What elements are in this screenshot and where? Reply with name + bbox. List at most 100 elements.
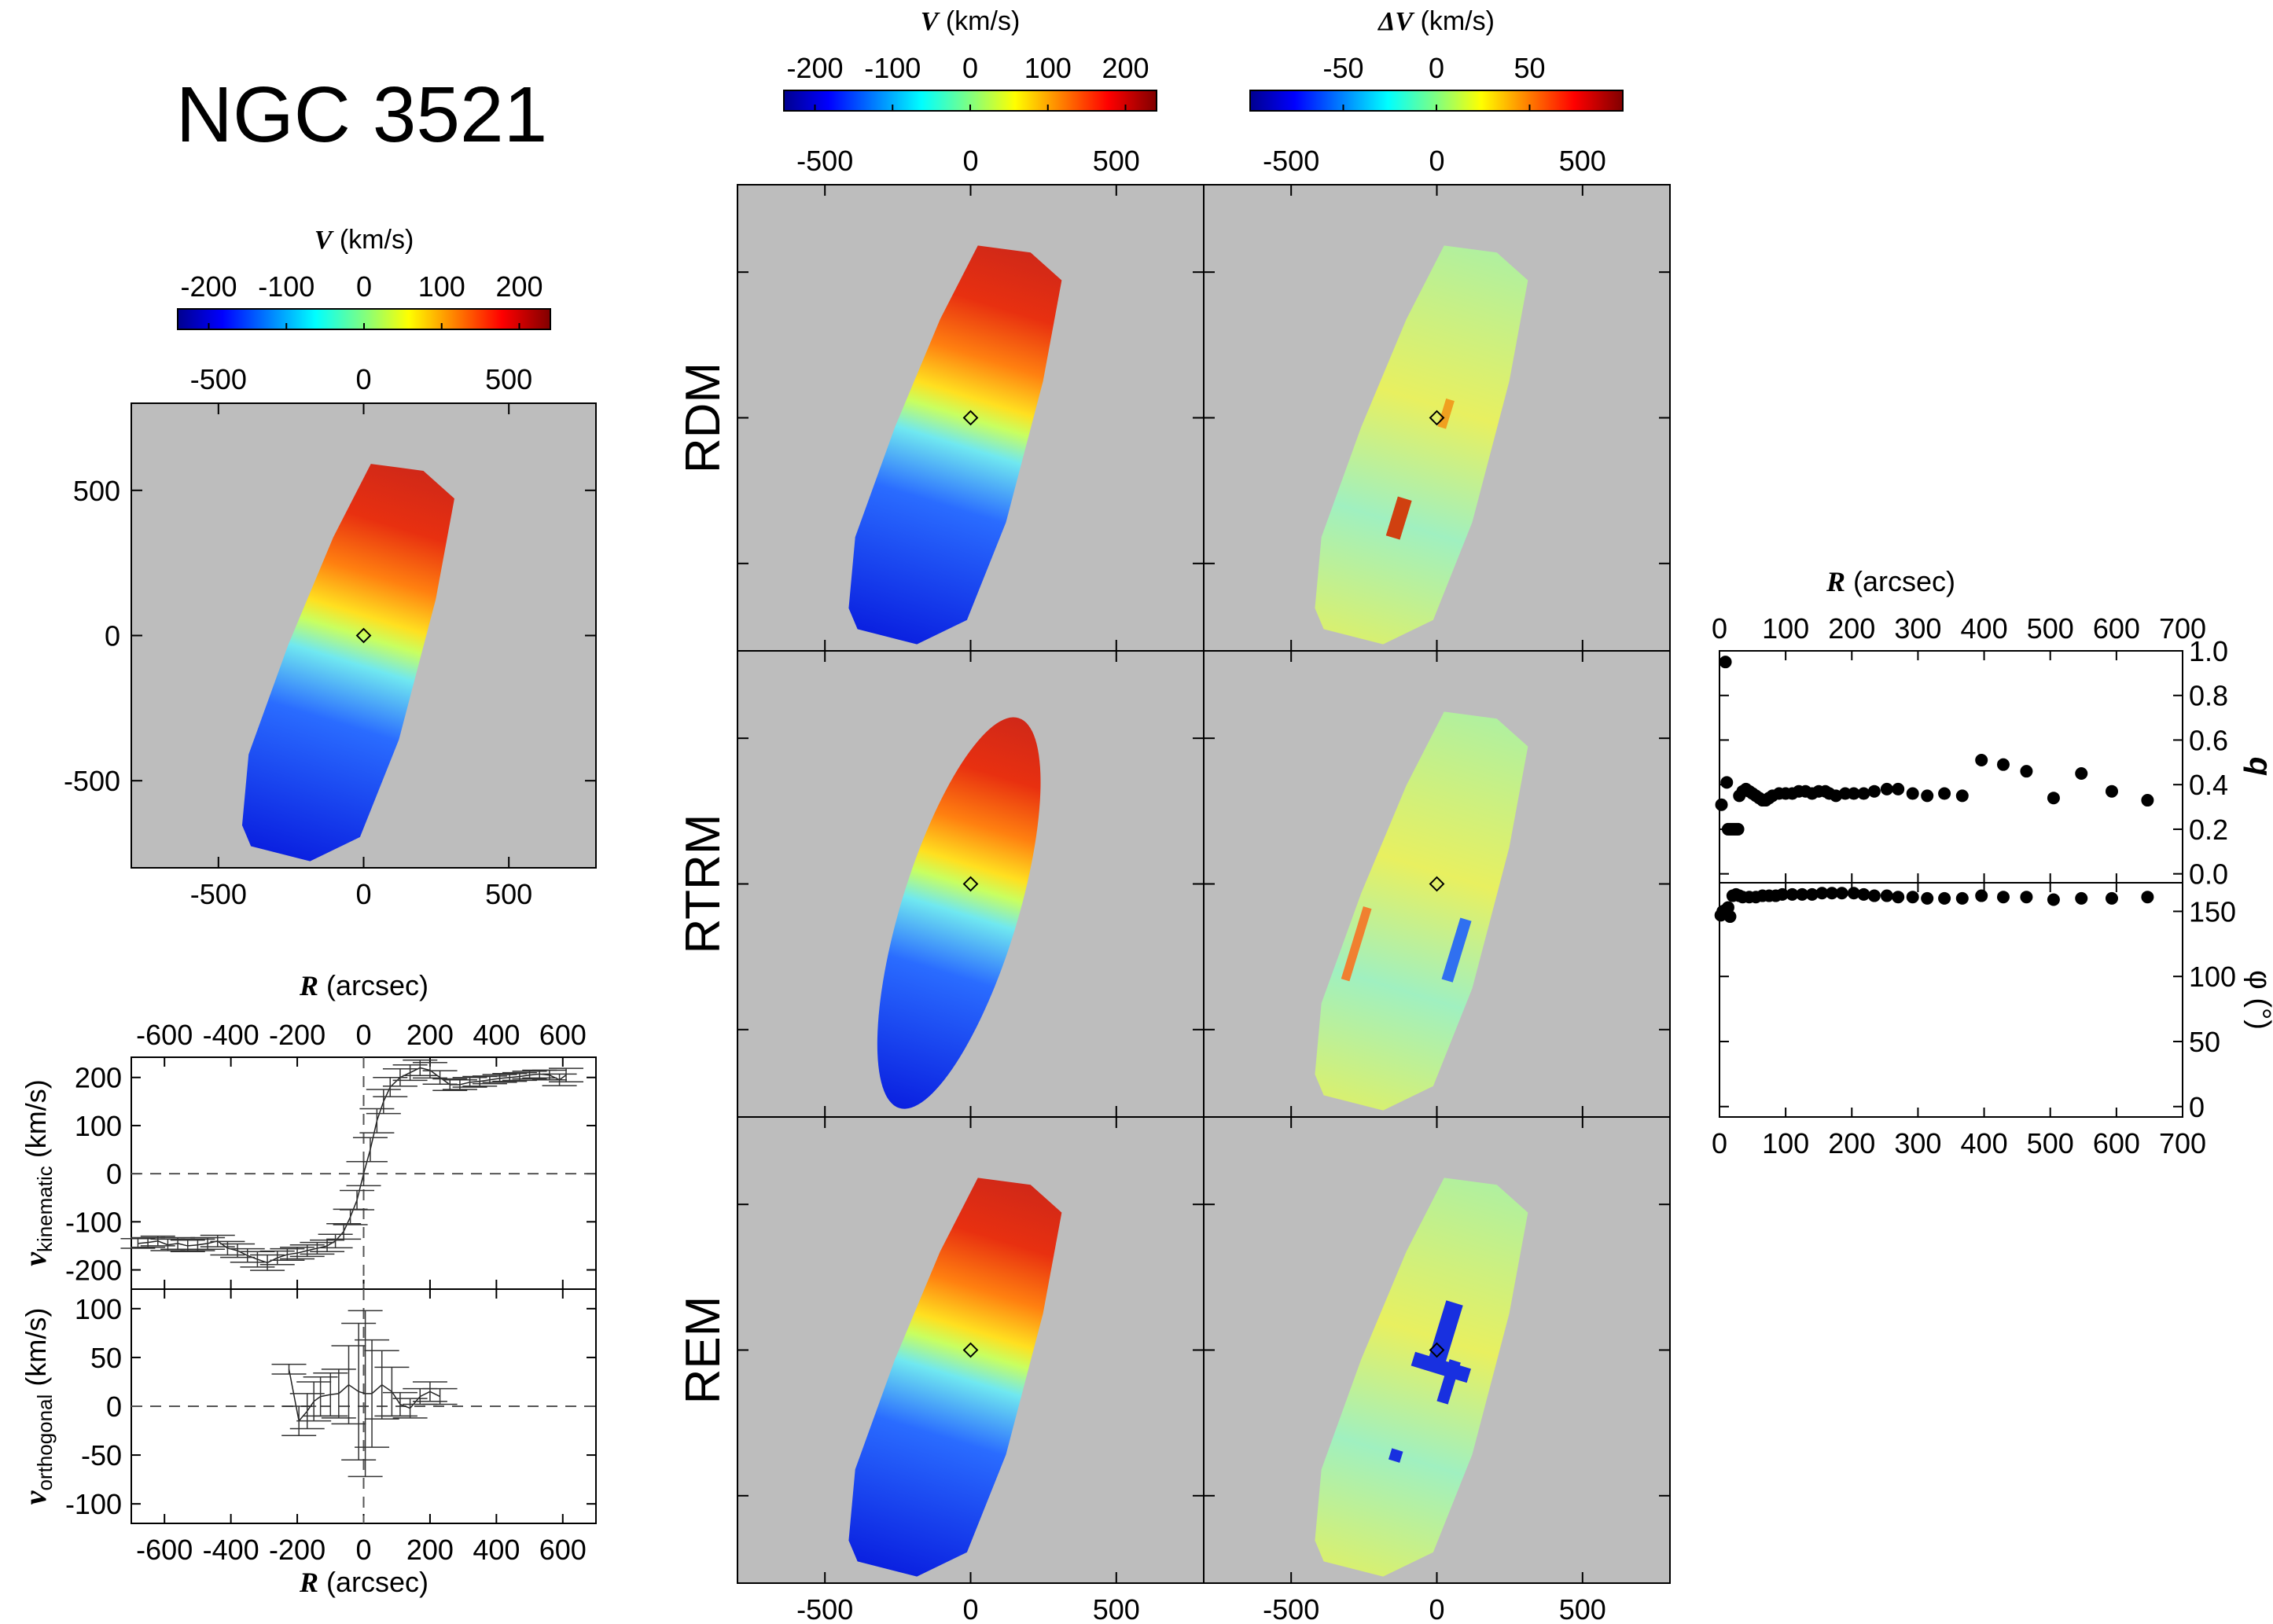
y-tick-label: 50 bbox=[90, 1342, 122, 1374]
colorbar-tick-label: 50 bbox=[1513, 52, 1545, 84]
galaxy-velocity-field bbox=[877, 717, 1041, 1109]
error-bar bbox=[348, 1310, 383, 1478]
colorbar-label-unit: (km/s) bbox=[332, 225, 414, 255]
x-tick-label: 400 bbox=[473, 1534, 520, 1566]
residual-patch bbox=[1436, 1359, 1461, 1405]
y-tick-label: 500 bbox=[73, 475, 120, 507]
error-bar bbox=[442, 1079, 477, 1090]
x-tick-label: 400 bbox=[1961, 1127, 2008, 1159]
colorbar-tick-label: 100 bbox=[1024, 52, 1072, 84]
data-point bbox=[1996, 758, 2010, 771]
chart-v_kinematic bbox=[120, 1056, 597, 1290]
x-tick-label: 200 bbox=[406, 1019, 454, 1051]
x-tick-label: 100 bbox=[1762, 1127, 1809, 1159]
y-axis-title: vorthogonal (km/s) bbox=[17, 1308, 57, 1505]
x-tick-label: -500 bbox=[796, 145, 853, 177]
error-bar bbox=[296, 1381, 332, 1422]
map-panel-res-rtrm bbox=[1203, 650, 1671, 1118]
y-tick-label: -50 bbox=[81, 1439, 122, 1472]
error-bar bbox=[352, 1137, 388, 1163]
x-tick-label: 300 bbox=[1894, 1127, 1941, 1159]
x-tick-label: 200 bbox=[1828, 612, 1875, 645]
error-bar bbox=[422, 1387, 458, 1405]
x-tick-label: 500 bbox=[2027, 612, 2074, 645]
error-bar bbox=[364, 1350, 399, 1420]
x-tick-label: 500 bbox=[1093, 145, 1140, 177]
x-tick-label: 600 bbox=[539, 1019, 587, 1051]
x-tick-label: 0 bbox=[355, 1019, 371, 1051]
x-tick-label: 500 bbox=[485, 878, 532, 910]
error-bar bbox=[542, 1073, 577, 1086]
axis-ylabel_sub: kinematic bbox=[33, 1166, 57, 1252]
error-bar bbox=[452, 1076, 487, 1088]
data-line bbox=[138, 1067, 567, 1264]
y-tick-label: 150 bbox=[2189, 895, 2236, 928]
colorbar-tick-label: -100 bbox=[258, 270, 314, 303]
colorbar-tick-label: -100 bbox=[864, 52, 921, 84]
error-bar bbox=[250, 1254, 285, 1271]
chart-phi bbox=[1714, 882, 2183, 1118]
chart-q bbox=[1715, 650, 2183, 884]
colorbar-tick-label: -200 bbox=[180, 270, 237, 303]
y-tick-label: -200 bbox=[65, 1255, 122, 1287]
colorbar-tick-label: 0 bbox=[1429, 52, 1444, 84]
data-point bbox=[1867, 889, 1881, 902]
x-tick-label: -500 bbox=[190, 878, 247, 910]
data-point bbox=[1847, 787, 1860, 800]
data-point bbox=[2047, 893, 2060, 906]
residual-field bbox=[1315, 1178, 1528, 1577]
center-diamond-marker bbox=[1429, 410, 1445, 426]
error-bar bbox=[340, 1189, 375, 1211]
error-bar bbox=[230, 1247, 265, 1263]
error-bar bbox=[321, 1369, 356, 1419]
data-point bbox=[2020, 891, 2033, 904]
data-point bbox=[2020, 765, 2033, 778]
axis-unit: (arcsec) bbox=[318, 969, 428, 1001]
residual-field bbox=[1315, 711, 1528, 1111]
residual-patch bbox=[1385, 496, 1412, 540]
row-label: REM bbox=[676, 1296, 730, 1405]
data-point bbox=[1723, 910, 1737, 924]
data-point bbox=[1731, 822, 1745, 836]
x-tick-label: 500 bbox=[2027, 1127, 2074, 1159]
x-tick-label: 700 bbox=[2159, 612, 2206, 645]
x-tick-label: 500 bbox=[1559, 1593, 1606, 1624]
data-point bbox=[2141, 891, 2154, 904]
data-point bbox=[1975, 753, 1988, 766]
error-bar bbox=[432, 1078, 468, 1091]
data-point bbox=[1786, 887, 1799, 901]
x-tick-label: 500 bbox=[1093, 1593, 1140, 1624]
center-diamond-marker bbox=[355, 627, 372, 644]
axis-ylabel_var: v bbox=[17, 1251, 53, 1266]
data-point bbox=[1715, 798, 1728, 811]
colorbar-tick-label: -50 bbox=[1322, 52, 1363, 84]
error-bar bbox=[346, 1161, 381, 1187]
error-bar bbox=[382, 1391, 417, 1417]
colorbar-label-var: V bbox=[314, 226, 334, 255]
plot-frame bbox=[1719, 650, 2183, 884]
center-diamond-marker bbox=[962, 410, 979, 426]
y-axis-title: φ (°) bbox=[2243, 970, 2273, 1030]
data-point bbox=[1847, 887, 1860, 900]
error-bar bbox=[355, 1339, 390, 1448]
error-bar bbox=[120, 1237, 156, 1249]
error-bar bbox=[549, 1067, 584, 1082]
error-bar bbox=[310, 1239, 345, 1253]
x-tick-label: -200 bbox=[269, 1019, 326, 1051]
data-point bbox=[2105, 784, 2118, 798]
x-tick-label: -500 bbox=[190, 363, 247, 395]
colorbar-tick-label: 200 bbox=[495, 270, 543, 303]
data-point bbox=[2141, 794, 2154, 807]
data-point bbox=[1880, 782, 1893, 795]
data-point bbox=[1835, 887, 1848, 900]
data-point bbox=[1996, 891, 2010, 904]
colorbar-tick-label: 0 bbox=[356, 270, 372, 303]
y-tick-label: 0.4 bbox=[2189, 769, 2228, 801]
x-tick-label: 400 bbox=[473, 1019, 520, 1051]
axis-ylabel_var: v bbox=[17, 1490, 53, 1505]
data-point bbox=[1906, 787, 1919, 800]
error-bar bbox=[259, 1250, 295, 1266]
colorbar-label: V (km/s) bbox=[921, 6, 1021, 36]
error-bar bbox=[392, 1064, 428, 1082]
error-bar bbox=[422, 1070, 458, 1086]
